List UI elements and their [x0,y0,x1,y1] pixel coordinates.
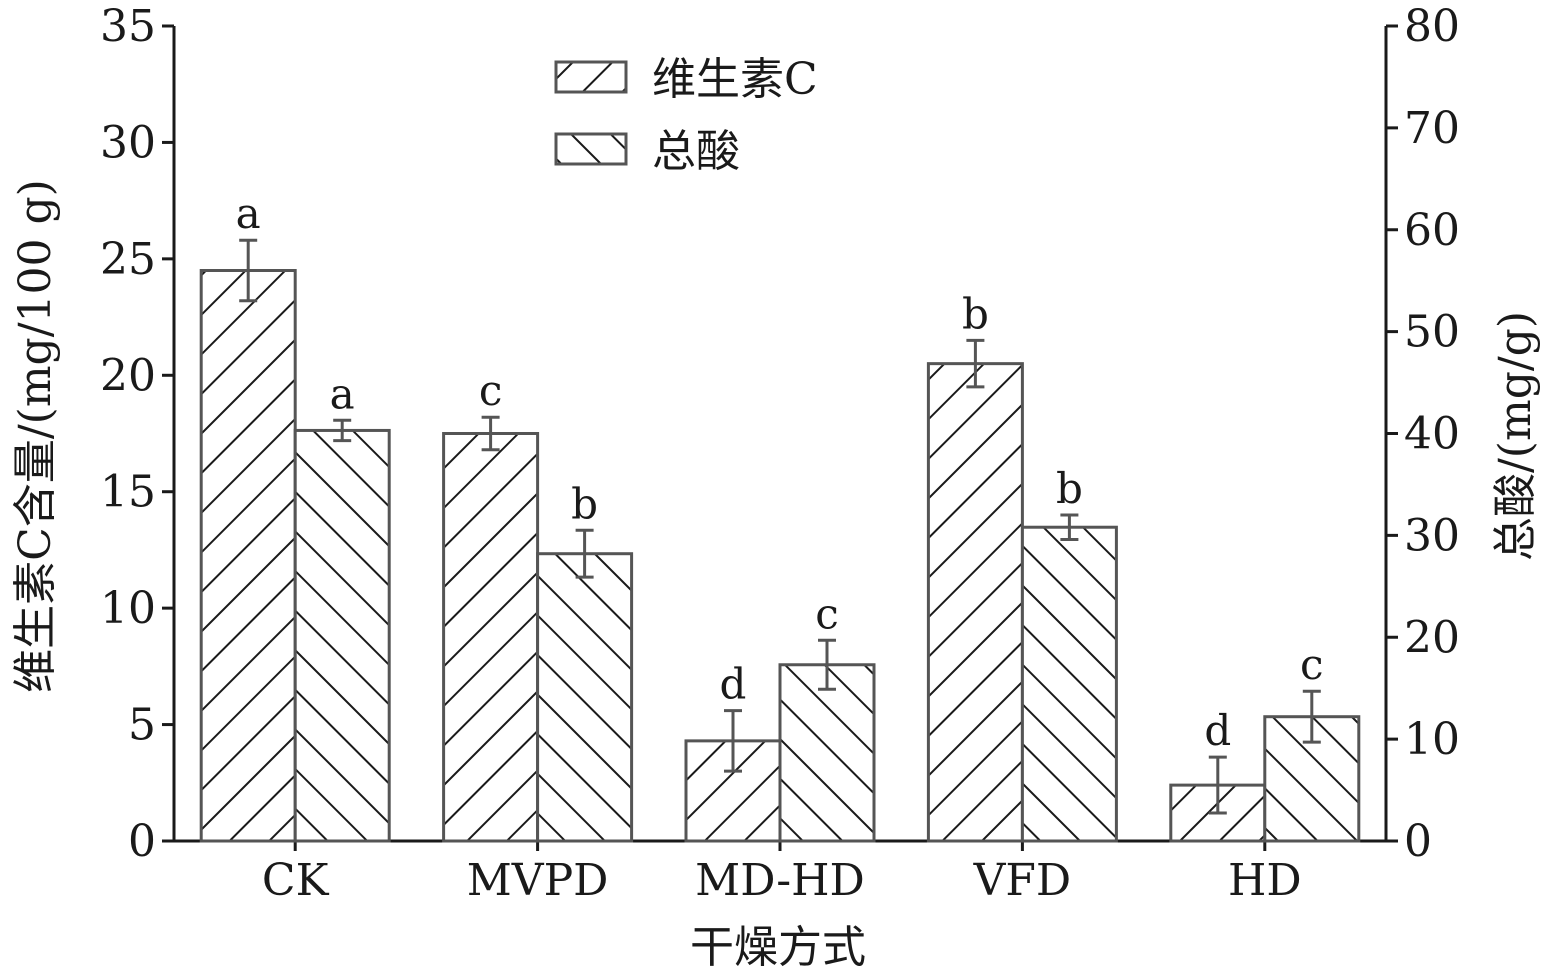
legend-label-vitamin-c: 维生素C [652,54,818,105]
bars [199,269,1361,843]
x-tick-label: CK [262,855,330,906]
y-tick-label-left: 0 [128,816,156,867]
significance-label: c [815,589,839,638]
significance-label: b [962,289,989,338]
bar-total-acid [536,552,634,843]
y-tick-label-right: 10 [1404,714,1460,765]
significance-label: d [1204,706,1231,755]
significance-label: a [330,369,355,418]
bar-vitamin-c [199,269,297,843]
legend: 维生素C 总酸 [554,54,818,177]
y-tick-label-right: 60 [1404,205,1460,256]
significance-label: c [1300,640,1324,689]
y-tick-label-left: 35 [100,1,156,52]
significance-label: a [236,189,261,238]
significance-label: c [479,366,503,415]
y-tick-label-right: 50 [1404,307,1460,358]
legend-swatch-total-acid [554,132,628,166]
y-tick-label-left: 5 [128,700,156,751]
y-tick-label-left: 30 [100,117,156,168]
legend-swatch-vitamin-c [554,60,628,94]
y-tick-label-left: 20 [100,350,156,401]
x-tick-label: MVPD [467,855,609,906]
significance-label: d [720,660,747,709]
significance-labels: a a c b d c b b d c [236,189,1324,755]
x-tick-label: HD [1228,855,1302,906]
y-tick-label-right: 70 [1404,103,1460,154]
legend-label-total-acid: 总酸 [652,126,740,177]
y-tick-label-right: 30 [1404,510,1460,561]
y-tick-label-left: 10 [100,583,156,634]
y-tick-label-left: 15 [100,467,156,518]
error-bars [239,238,1321,815]
bar-total-acid [1020,525,1118,843]
x-axis-title: 干燥方式 [690,922,866,972]
y-tick-label-right: 40 [1404,409,1460,460]
bar-vitamin-c [926,362,1024,843]
bar-total-acid [293,428,391,843]
x-tick-label: MD-HD [695,855,865,906]
bar-vitamin-c [442,432,540,843]
y-tick-label-left: 25 [100,234,156,285]
axes: 0 5 10 15 20 25 30 35 0 10 20 30 40 50 60 70 80 CK MVPD MD-… [100,1,1460,906]
significance-label: b [571,479,598,528]
bar-total-acid [778,663,876,843]
x-tick-label: VFD [973,855,1072,906]
y-axis-title-right: 总酸/(mg/g) [1490,311,1541,561]
significance-label: b [1056,464,1083,513]
y-tick-label-right: 20 [1404,612,1460,663]
y-tick-label-right: 0 [1404,816,1432,867]
y-axis-title-left: 维生素C含量/(mg/100 g) [10,179,61,693]
y-tick-label-right: 80 [1404,1,1460,52]
